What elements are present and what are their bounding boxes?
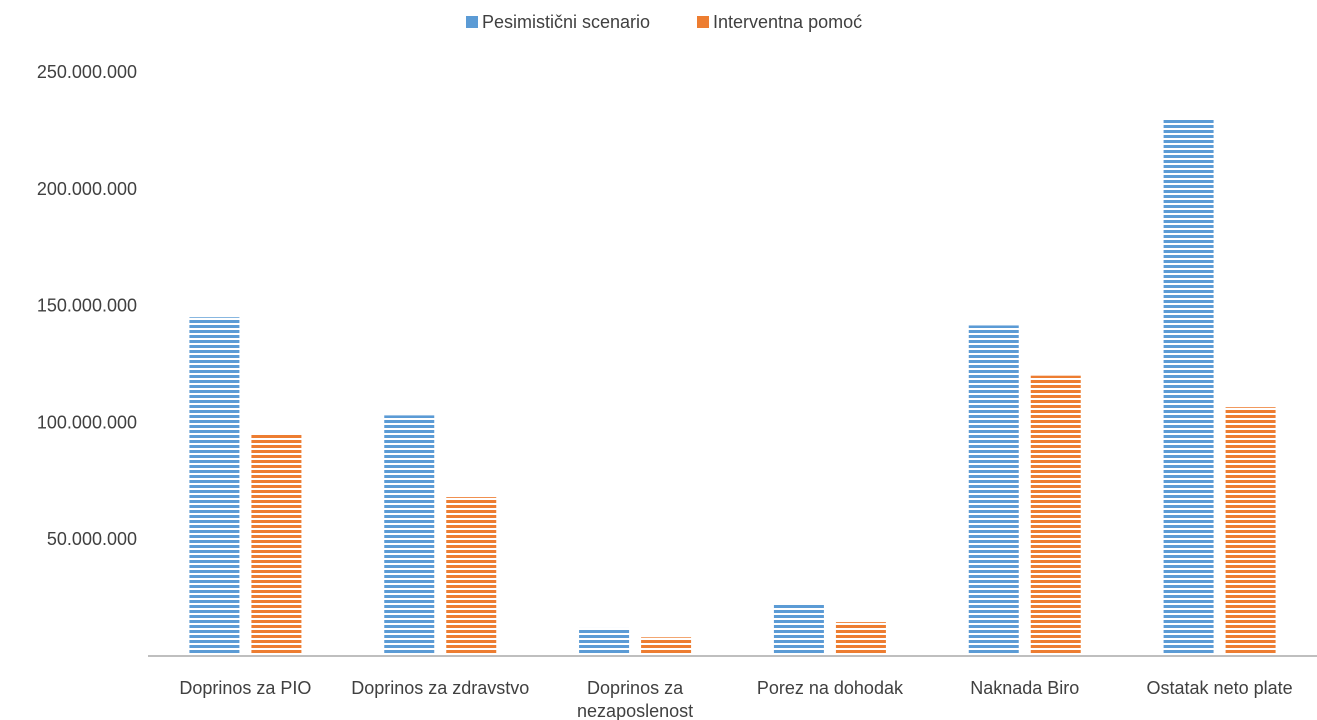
bar-pesimisticni-0 — [189, 317, 240, 656]
bar-pesimisticni-3 — [773, 604, 824, 656]
x-category-label: Doprinos za — [587, 678, 684, 698]
y-axis: 250.000.000 200.000.000 150.000.000 100.000… — [37, 62, 137, 549]
x-category-label: Doprinos za zdravstvo — [351, 678, 529, 698]
legend-label-pesimisticni: Pesimistični scenario — [482, 12, 650, 32]
bar-pesimisticni-2 — [579, 627, 630, 656]
x-category-label: Porez na dohodak — [757, 678, 904, 698]
bar-pesimisticni-1 — [384, 415, 435, 656]
legend: Pesimistični scenario Interventna pomoć — [466, 12, 862, 32]
legend-swatch-pesimisticni — [466, 16, 478, 28]
bar-interventna-2 — [641, 637, 692, 656]
x-axis: Doprinos za PIO Doprinos za zdravstvo Dopr… — [179, 678, 1292, 720]
x-category-label: nezaposlenost — [577, 701, 693, 720]
bar-interventna-1 — [446, 497, 497, 656]
bar-interventna-3 — [835, 622, 886, 656]
bars — [189, 118, 1276, 657]
y-tick-label: 200.000.000 — [37, 179, 137, 199]
legend-swatch-interventna — [697, 16, 709, 28]
bar-interventna-4 — [1030, 375, 1081, 656]
bar-interventna-5 — [1225, 407, 1276, 656]
y-tick-label: 150.000.000 — [37, 296, 137, 316]
bar-interventna-0 — [251, 434, 302, 656]
bar-pesimisticni-4 — [968, 325, 1019, 656]
y-tick-label: 50.000.000 — [47, 529, 137, 549]
bar-pesimisticni-5 — [1163, 118, 1214, 657]
y-tick-label: 250.000.000 — [37, 62, 137, 82]
y-tick-label: 100.000.000 — [37, 412, 137, 432]
x-category-label: Ostatak neto plate — [1147, 678, 1293, 698]
x-category-label: Doprinos za PIO — [179, 678, 311, 698]
x-category-label: Naknada Biro — [970, 678, 1079, 698]
legend-label-interventna: Interventna pomoć — [713, 12, 862, 32]
